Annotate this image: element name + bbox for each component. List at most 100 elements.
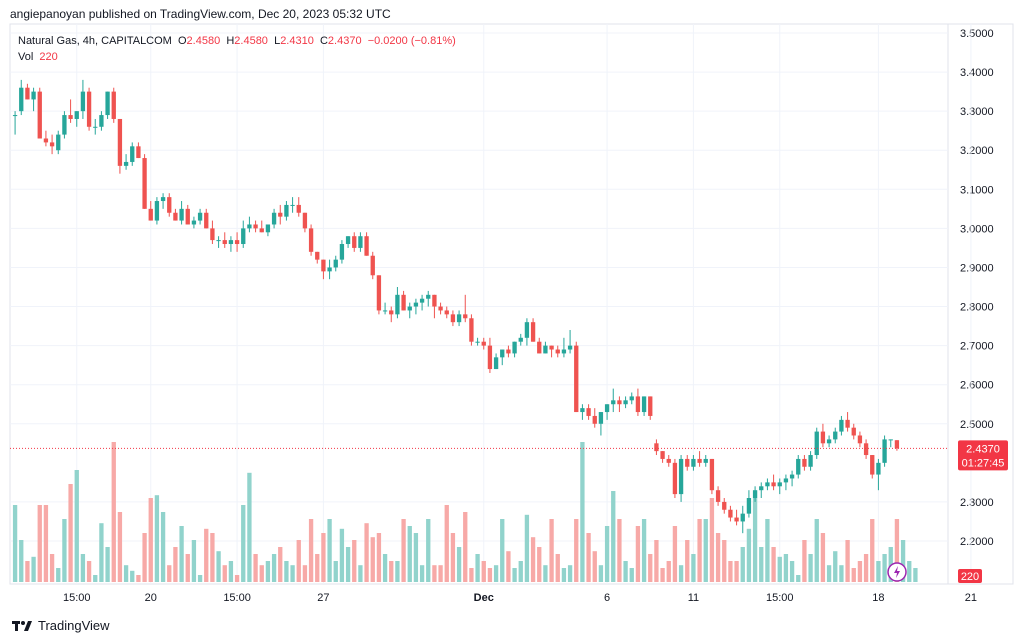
volume-bar bbox=[278, 547, 283, 582]
legend: Natural Gas, 4h, CAPITALCOM O2.4580 H2.4… bbox=[18, 33, 456, 65]
candle-body bbox=[407, 306, 412, 311]
candle-body bbox=[395, 294, 400, 315]
candle-body bbox=[99, 115, 104, 127]
price-tick-label: 2.7000 bbox=[960, 341, 994, 353]
volume-bar bbox=[752, 498, 758, 582]
volume-bar bbox=[759, 547, 764, 582]
price-tick-label: 2.2000 bbox=[960, 536, 994, 548]
price-tick-label: 3.5000 bbox=[960, 28, 994, 40]
volume-bar bbox=[734, 561, 739, 582]
volume-bar bbox=[777, 556, 782, 582]
volume-bar bbox=[321, 533, 326, 582]
candle-body bbox=[247, 224, 252, 229]
countdown-label: 01:27:45 bbox=[962, 457, 1005, 469]
volume-bar bbox=[80, 554, 86, 582]
candle-body bbox=[475, 341, 480, 343]
volume-bar bbox=[709, 498, 715, 582]
volume-bar bbox=[222, 565, 227, 582]
candle-body bbox=[500, 349, 505, 358]
volume-bar bbox=[241, 505, 246, 582]
candle-body bbox=[728, 509, 733, 518]
candle-body bbox=[678, 458, 684, 495]
volume-bar bbox=[833, 551, 838, 582]
volume-bar bbox=[629, 568, 634, 582]
candle-body bbox=[771, 482, 776, 487]
volume-row: Vol 220 bbox=[18, 49, 456, 65]
low-value: 2.4310 bbox=[280, 35, 314, 47]
candle-body bbox=[68, 115, 73, 119]
candle-body bbox=[333, 259, 338, 268]
volume-bar bbox=[136, 575, 141, 582]
volume-bar bbox=[678, 565, 684, 582]
volume-bar bbox=[284, 561, 289, 582]
tradingview-logo-icon[interactable] bbox=[12, 619, 32, 633]
close-value: 2.4370 bbox=[327, 35, 362, 47]
candle-body bbox=[382, 310, 388, 312]
volume-bar bbox=[358, 565, 363, 582]
candle-body bbox=[654, 443, 659, 452]
volume-bar bbox=[154, 495, 160, 582]
volume-bar bbox=[796, 575, 801, 582]
candle-body bbox=[160, 197, 166, 202]
candle-body bbox=[86, 91, 92, 127]
time-tick-label: Dec bbox=[474, 592, 494, 604]
price-tick-label: 3.3000 bbox=[960, 106, 994, 118]
volume-bar bbox=[210, 533, 215, 582]
open-label: O bbox=[177, 35, 187, 47]
symbol-label[interactable]: Natural Gas, 4h, CAPITALCOM bbox=[18, 35, 172, 47]
volume-bar bbox=[617, 519, 622, 582]
candle-body bbox=[148, 208, 153, 221]
candle-body bbox=[524, 322, 530, 338]
volume-bar bbox=[524, 514, 530, 582]
candle-body bbox=[703, 458, 708, 463]
volume-bar bbox=[481, 561, 486, 582]
candle-body bbox=[648, 396, 653, 416]
volume-bar bbox=[512, 568, 517, 582]
volume-bar bbox=[648, 554, 653, 582]
volume-bar bbox=[555, 554, 560, 582]
candle-body bbox=[894, 440, 900, 449]
candle-body bbox=[469, 318, 474, 342]
high-value: 2.4580 bbox=[234, 35, 268, 47]
volume-bar bbox=[271, 554, 277, 582]
candlestick-chart[interactable]: 3.5000 3.4000 3.3000 3.2000 3.1000 3.0000 2.90… bbox=[0, 0, 1024, 608]
volume-bar bbox=[93, 575, 98, 582]
volume-bar bbox=[179, 526, 184, 582]
candle-body bbox=[74, 111, 79, 119]
volume-bar bbox=[592, 551, 597, 582]
volume-bar bbox=[364, 523, 369, 582]
candle-body bbox=[25, 87, 30, 100]
candle-body bbox=[80, 91, 86, 112]
volume-bar bbox=[845, 540, 850, 582]
volume-bar bbox=[265, 561, 271, 582]
candle-body bbox=[839, 419, 844, 432]
volume-bar bbox=[444, 505, 449, 582]
volume-bar bbox=[389, 561, 394, 582]
tradingview-brand[interactable]: TradingView bbox=[38, 618, 110, 633]
candle-body bbox=[734, 517, 739, 522]
volume-bar bbox=[549, 519, 554, 582]
candle-body bbox=[666, 458, 671, 463]
volume-bar bbox=[290, 565, 295, 582]
price-tick-label: 3.4000 bbox=[960, 67, 994, 79]
volume-bar bbox=[623, 561, 628, 582]
candle-body bbox=[604, 404, 610, 413]
candle-body bbox=[623, 400, 628, 405]
candle-body bbox=[660, 451, 665, 459]
volume-bar bbox=[543, 565, 548, 582]
candle-body bbox=[222, 240, 227, 245]
candle-body bbox=[191, 220, 197, 225]
candle-body bbox=[833, 431, 838, 440]
candle-body bbox=[253, 224, 258, 229]
volume-bar bbox=[234, 575, 240, 582]
ohlc-row: Natural Gas, 4h, CAPITALCOM O2.4580 H2.4… bbox=[18, 33, 456, 49]
candle-body bbox=[567, 345, 573, 350]
candle-body bbox=[358, 236, 363, 248]
vol-label[interactable]: Vol bbox=[18, 51, 34, 63]
candle-body bbox=[796, 458, 801, 475]
volume-bar bbox=[820, 533, 826, 582]
volume-bar bbox=[216, 551, 221, 582]
candle-body bbox=[339, 244, 345, 260]
candle-body bbox=[111, 91, 116, 119]
candle-body bbox=[327, 267, 332, 272]
